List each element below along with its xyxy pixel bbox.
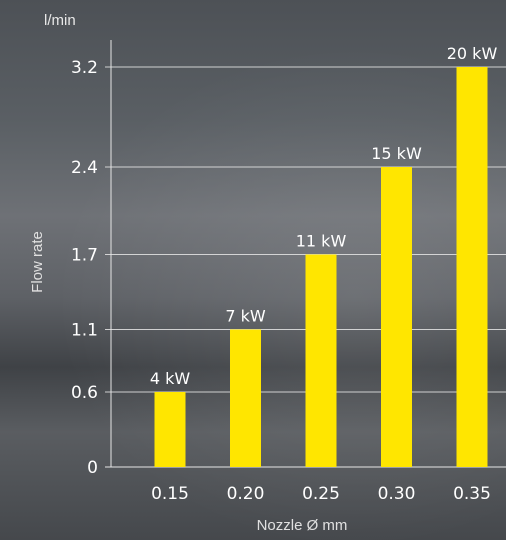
bar-data-label: 20 kW: [447, 44, 498, 63]
y-tick-label: 2.4: [71, 158, 98, 178]
y-tick-label: 3.2: [71, 58, 98, 78]
bars: [154, 67, 488, 467]
bar: [381, 167, 412, 467]
y-tick-label: 1.7: [71, 246, 98, 266]
bar-data-label: 15 kW: [371, 144, 422, 163]
y-tick-labels: 0 0.6 1.1 1.7 2.4 3.2: [71, 58, 98, 478]
y-tick-label: 0: [87, 458, 98, 478]
bar: [456, 67, 488, 467]
x-tick-label: 0.35: [453, 484, 491, 504]
x-axis-title: Nozzle Ø mm: [257, 517, 348, 534]
x-tick-label: 0.25: [302, 484, 340, 504]
bar-data-label: 7 kW: [225, 307, 266, 326]
bar: [154, 392, 186, 467]
bar-data-labels: 4 kW 7 kW 11 kW 15 kW 20 kW: [150, 44, 498, 388]
y-axis-title: Flow rate: [29, 231, 46, 293]
bar: [230, 329, 261, 467]
x-tick-label: 0.30: [378, 484, 416, 504]
y-tick-label: 0.6: [71, 383, 98, 403]
bar: [305, 254, 337, 467]
y-tick-label: 1.1: [71, 321, 98, 341]
x-tick-label: 0.20: [227, 484, 265, 504]
bar-data-label: 4 kW: [150, 369, 191, 388]
y-unit-label: l/min: [44, 12, 76, 29]
bar-data-label: 11 kW: [296, 232, 347, 251]
x-tick-label: 0.15: [151, 484, 189, 504]
x-tick-labels: 0.15 0.20 0.25 0.30 0.35: [151, 484, 491, 504]
